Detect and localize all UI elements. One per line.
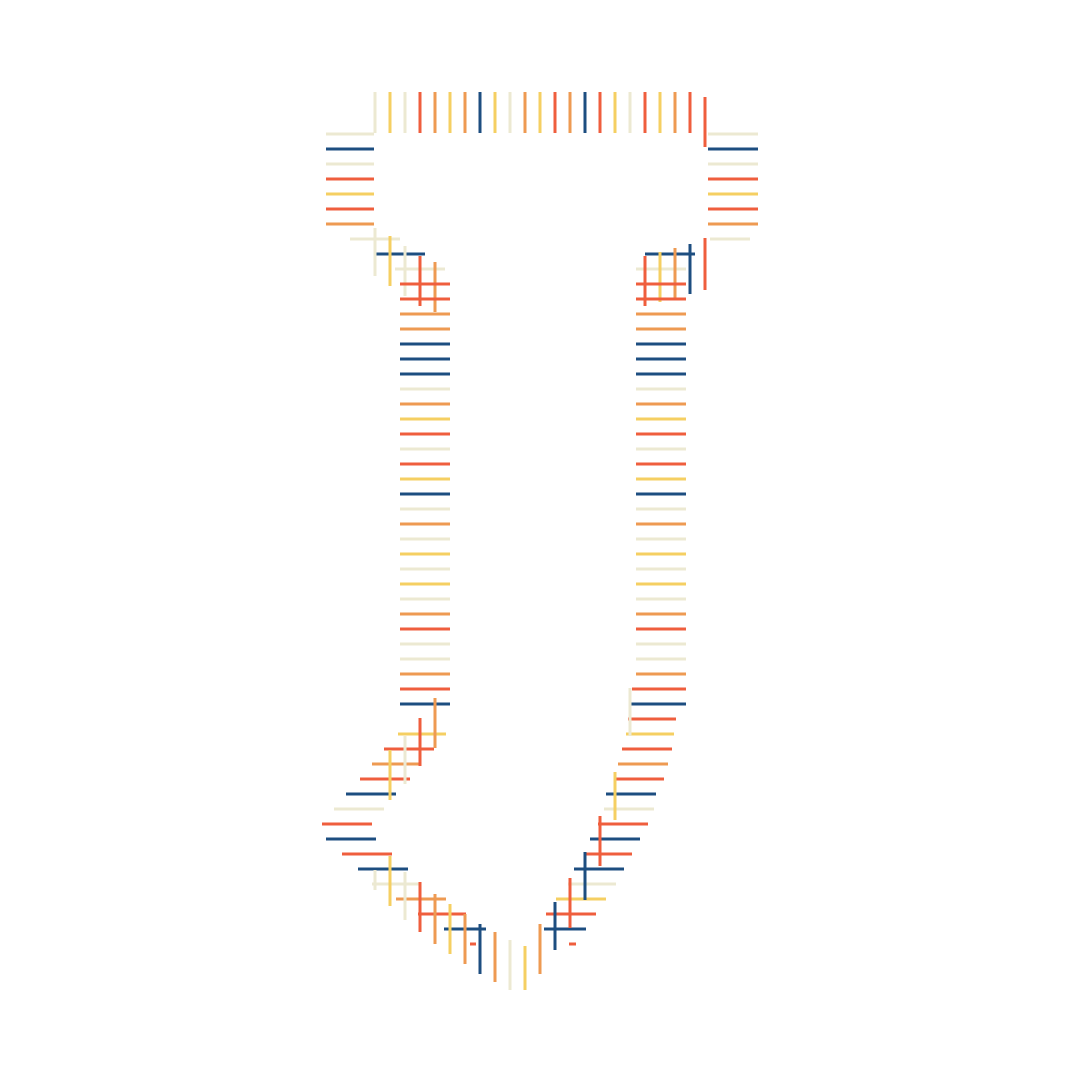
hatched-arrow-glyph: [322, 92, 758, 990]
artwork-canvas: [322, 92, 758, 990]
